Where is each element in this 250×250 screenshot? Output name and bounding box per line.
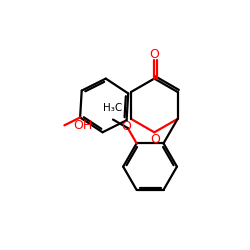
Text: O: O <box>150 48 159 61</box>
Text: OH: OH <box>74 119 93 132</box>
Text: O: O <box>150 133 160 146</box>
Text: H₃C: H₃C <box>103 104 122 114</box>
Text: O: O <box>122 120 132 134</box>
